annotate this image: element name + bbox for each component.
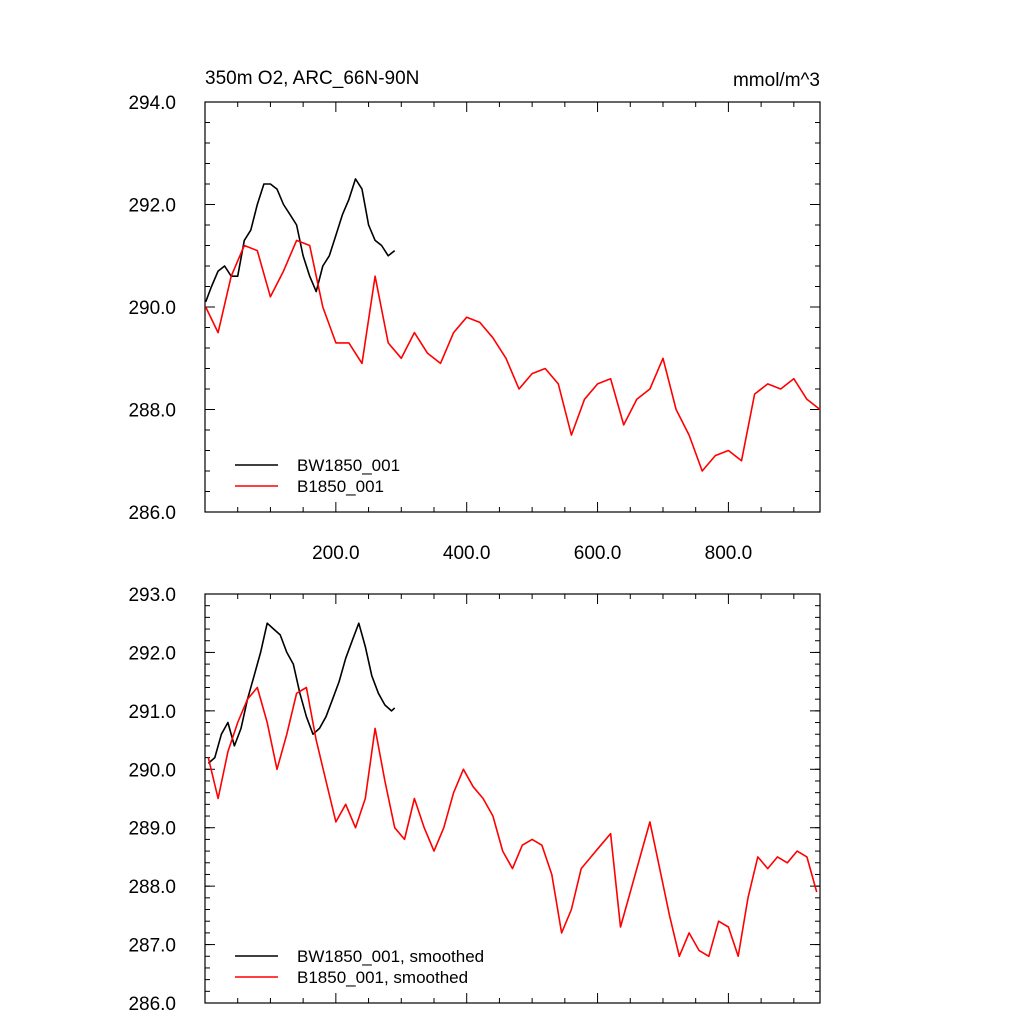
series-line-bw1850-001 xyxy=(204,178,396,303)
legend-label: B1850_001, smoothed xyxy=(297,968,468,987)
plot-frame xyxy=(204,593,821,1004)
y-tick-label: 290.0 xyxy=(128,760,176,781)
panel-bottom: 286.0 287.0 288.0 289.0 290.0 291.0 292.0 293.0… xyxy=(128,585,821,1015)
y-tick-label: 289.0 xyxy=(128,819,176,840)
series-line-b1850-001-smoothed xyxy=(207,686,818,958)
legend-label: BW1850_001, smoothed xyxy=(297,947,484,966)
y-tick-label: 292.0 xyxy=(128,196,176,217)
y-tick-label: 291.0 xyxy=(128,702,176,723)
y-tick-label: 286.0 xyxy=(128,503,176,524)
series-line-b1850-001 xyxy=(204,239,821,472)
x-tick-label: 600.0 xyxy=(574,543,622,564)
x-tick-label: 200.0 xyxy=(312,543,360,564)
legend-label: B1850_001 xyxy=(297,477,384,496)
y-tick-label: 290.0 xyxy=(128,298,176,319)
x-tick-label: 800.0 xyxy=(705,543,753,564)
y-tick-label: 287.0 xyxy=(128,936,176,957)
y-tick-label: 294.0 xyxy=(128,93,176,114)
y-tick-label: 288.0 xyxy=(128,877,176,898)
y-tick-label: 286.0 xyxy=(128,994,176,1015)
x-tick-label: 400.0 xyxy=(443,543,491,564)
legend-label: BW1850_001 xyxy=(297,456,400,475)
plot-title: 350m O2, ARC_66N-90N xyxy=(205,68,419,89)
y-tick-label: 293.0 xyxy=(128,585,176,606)
y-tick-label: 292.0 xyxy=(128,643,176,664)
panel-top: 200.0 400.0 600.0 800.0 286.0 288.0 290.0 292.0… xyxy=(128,93,821,564)
series-line-bw1850-001-smoothed xyxy=(207,622,396,764)
y-tick-label: 288.0 xyxy=(128,401,176,422)
units-label: mmol/m^3 xyxy=(733,70,820,91)
